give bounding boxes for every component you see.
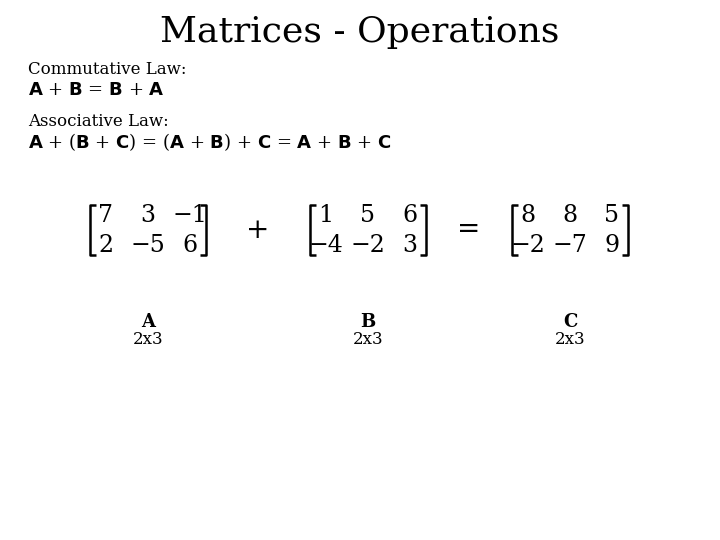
Text: 1: 1: [318, 204, 333, 226]
Text: 6: 6: [182, 233, 197, 256]
Text: 2: 2: [99, 233, 114, 256]
Text: 2x3: 2x3: [132, 332, 163, 348]
Text: 6: 6: [402, 204, 418, 226]
Text: 8: 8: [521, 204, 536, 226]
Text: 3: 3: [140, 204, 156, 226]
Text: 5: 5: [605, 204, 619, 226]
Text: $\mathbf{A}$ + ($\mathbf{B}$ + $\mathbf{C}$) = ($\mathbf{A}$ + $\mathbf{B}$) + $: $\mathbf{A}$ + ($\mathbf{B}$ + $\mathbf{…: [28, 131, 392, 153]
Text: 9: 9: [604, 233, 620, 256]
Text: A: A: [141, 313, 155, 331]
Text: C: C: [563, 313, 577, 331]
Text: −2: −2: [351, 233, 385, 256]
Text: $\mathbf{A}$ + $\mathbf{B}$ = $\mathbf{B}$ + $\mathbf{A}$: $\mathbf{A}$ + $\mathbf{B}$ = $\mathbf{B…: [28, 81, 165, 99]
Text: 8: 8: [562, 204, 577, 226]
Text: Associative Law:: Associative Law:: [28, 113, 168, 131]
Text: 3: 3: [402, 233, 418, 256]
Text: −4: −4: [309, 233, 343, 256]
Text: −1: −1: [173, 204, 207, 226]
Text: Commutative Law:: Commutative Law:: [28, 62, 186, 78]
Text: −2: −2: [510, 233, 546, 256]
Text: −7: −7: [553, 233, 588, 256]
Text: 2x3: 2x3: [554, 332, 585, 348]
Text: +: +: [246, 217, 270, 244]
Text: =: =: [457, 217, 481, 244]
Text: 5: 5: [361, 204, 376, 226]
Text: 2x3: 2x3: [353, 332, 383, 348]
Text: Matrices - Operations: Matrices - Operations: [161, 15, 559, 49]
Text: B: B: [361, 313, 376, 331]
Text: 7: 7: [99, 204, 114, 226]
Text: −5: −5: [130, 233, 166, 256]
